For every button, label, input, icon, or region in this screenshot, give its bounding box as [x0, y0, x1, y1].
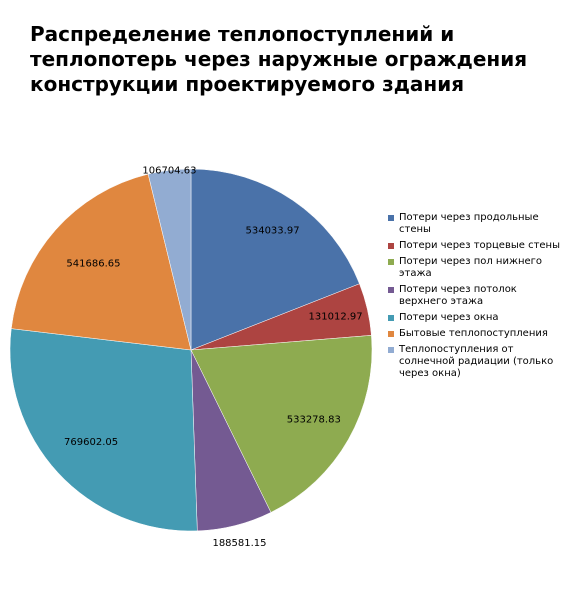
pie-slice	[9, 328, 198, 532]
data-label: 131012.97	[309, 311, 363, 322]
legend-item: Потери через торцевые стены	[388, 240, 568, 252]
pie-slice	[190, 168, 360, 351]
legend-swatch	[388, 287, 394, 293]
legend-item: Потери через продольные стены	[388, 212, 568, 236]
legend-swatch	[388, 243, 394, 249]
legend-swatch	[388, 259, 394, 265]
legend-item: Потери через окна	[388, 312, 568, 324]
legend-label: Теплопоступления от солнечной радиации (…	[399, 344, 554, 379]
legend-swatch	[388, 331, 394, 337]
legend-item: Теплопоступления от солнечной радиации (…	[388, 344, 568, 380]
data-label: 769602.05	[64, 437, 118, 448]
legend-item: Потери через потолок верхнего этажа	[388, 284, 568, 308]
legend-item: Потери через пол нижнего этажа	[388, 256, 568, 280]
pie-slice	[190, 335, 373, 513]
data-label: 534033.97	[245, 225, 299, 236]
legend-label: Потери через окна	[399, 312, 499, 323]
pie-slice	[147, 168, 192, 351]
legend-label: Бытовые теплопоступления	[399, 328, 548, 339]
legend-label: Потери через торцевые стены	[399, 240, 560, 251]
data-label: 188581.15	[212, 538, 266, 549]
legend-label: Потери через потолок верхнего этажа	[399, 284, 517, 307]
legend-item: Бытовые теплопоступления	[388, 328, 568, 340]
chart-title: Распределение теплопоступлений и теплопо…	[30, 22, 528, 96]
data-label: 533278.83	[287, 415, 341, 426]
pie-slice	[10, 173, 192, 351]
legend-label: Потери через пол нижнего этажа	[399, 256, 543, 279]
legend: Потери через продольные стены Потери чере…	[388, 212, 568, 384]
legend-swatch	[388, 315, 394, 321]
data-label: 541686.65	[66, 259, 120, 270]
legend-swatch	[388, 215, 394, 221]
data-label: 106704.63	[142, 165, 196, 176]
legend-swatch	[388, 347, 394, 353]
legend-label: Потери через продольные стены	[399, 212, 539, 235]
